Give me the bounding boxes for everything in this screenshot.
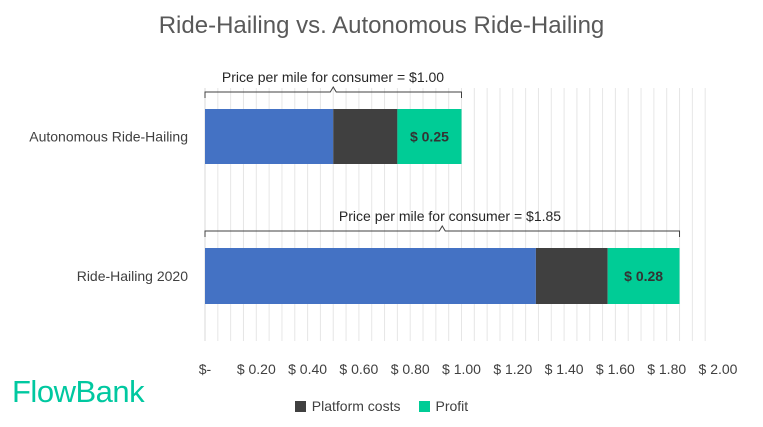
x-tick-label: $ 1.80 (647, 361, 686, 377)
price-annotation: Price per mile for consumer = $1.00 (222, 69, 444, 85)
x-tick-label: $ 1.20 (493, 361, 532, 377)
x-tick-label: $ 2.00 (699, 361, 738, 377)
category-label: Autonomous Ride-Hailing (29, 129, 188, 145)
legend-label-profit: Profit (435, 398, 469, 414)
legend: Platform costs Profit (0, 398, 763, 414)
legend-item-platform-costs: Platform costs (294, 398, 401, 414)
bar-segment (205, 109, 334, 164)
legend-swatch-profit (418, 400, 430, 412)
legend-label-platform-costs: Platform costs (311, 398, 401, 414)
bar-segment (333, 109, 398, 164)
chart-title: Ride-Hailing vs. Autonomous Ride-Hailing (158, 12, 605, 39)
bar-segment (535, 248, 608, 304)
bar-segment (205, 248, 536, 304)
flowbank-logo: FlowBank (12, 374, 145, 409)
price-bracket (204, 86, 462, 98)
data-label: $ 0.25 (410, 129, 449, 145)
x-tick-label: $ 0.20 (237, 361, 276, 377)
x-tick-label: $ 0.80 (391, 361, 430, 377)
bar-segment (607, 248, 680, 304)
x-tick-label: $ 1.60 (596, 361, 635, 377)
x-tick-label: $ 1.40 (545, 361, 584, 377)
x-tick-label: $ 0.40 (288, 361, 327, 377)
category-label: Ride-Hailing 2020 (77, 268, 189, 284)
bar-segment (397, 109, 462, 164)
x-tick-label: $ 1.00 (442, 361, 481, 377)
legend-swatch-platform-costs (294, 400, 306, 412)
data-label: $ 0.28 (624, 268, 663, 284)
legend-item-profit: Profit (418, 398, 469, 414)
x-tick-label: $- (199, 361, 212, 377)
x-tick-label: $ 0.60 (339, 361, 378, 377)
price-bracket (204, 225, 681, 237)
price-annotation: Price per mile for consumer = $1.85 (339, 208, 561, 224)
